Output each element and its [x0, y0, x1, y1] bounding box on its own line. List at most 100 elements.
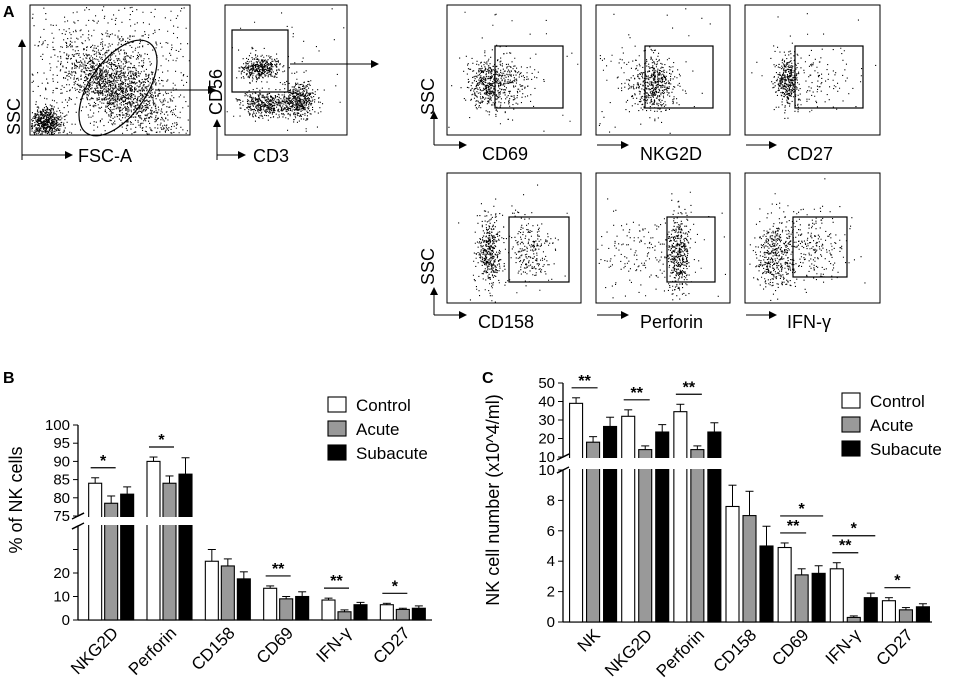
- y-tick-label: 10: [538, 449, 555, 466]
- significance-marker: *: [894, 573, 901, 590]
- bar-control: [379, 604, 394, 621]
- y-tick-label: 0: [547, 614, 555, 631]
- bar-control: [881, 600, 896, 623]
- flow-plot-2-ylabel: CD56: [206, 69, 226, 115]
- flow-plot-perforin-dots: [597, 191, 726, 301]
- x-category-label: CD27: [369, 623, 413, 667]
- flow-dot-cloud: [236, 46, 296, 84]
- x-category-label: IFN-γ: [822, 625, 865, 668]
- flow-gate-ellipse: [78, 39, 158, 137]
- flow-row-1: SSC CD69 NKG2D CD27: [418, 4, 881, 164]
- significance-marker: **: [839, 538, 852, 555]
- significance-marker: **: [330, 573, 343, 590]
- flow-dot-cloud: [38, 28, 188, 135]
- flow-row-1-ylabel: SSC: [418, 78, 438, 115]
- bar-acute: [690, 449, 705, 623]
- bar-control: [146, 460, 161, 621]
- significance-marker: **: [578, 373, 591, 390]
- y-tick-label: 75: [53, 508, 70, 525]
- bar-acute: [794, 574, 809, 623]
- flow-dot-cloud: [278, 71, 325, 130]
- bar-acute: [846, 616, 861, 623]
- x-category-label: CD27: [873, 625, 917, 669]
- flow-gate-cd158: [508, 216, 570, 283]
- axis-break-mark: [556, 466, 570, 474]
- significance-marker: *: [392, 578, 399, 595]
- bar-subacute: [411, 607, 426, 621]
- significance-marker: *: [158, 432, 165, 449]
- flow-dot-cloud: [460, 52, 518, 125]
- y-tick-label: 0: [62, 612, 70, 629]
- bar-acute: [638, 449, 653, 623]
- flow-gate-perforin: [666, 216, 716, 283]
- bar-control: [321, 599, 336, 621]
- significance-marker: **: [630, 385, 643, 402]
- y-tick-label: 90: [53, 453, 70, 470]
- flow-dot-cloud: [598, 199, 702, 297]
- bar-acute: [395, 608, 410, 621]
- axis-break-mark: [71, 522, 85, 530]
- x-category-label: CD158: [188, 623, 239, 674]
- y-tick-label: 50: [538, 375, 555, 392]
- flow-gate-nkg2d: [644, 45, 714, 109]
- significance-marker: *: [100, 453, 107, 470]
- legend-label: Subacute: [870, 440, 942, 459]
- flow-plot-nkg2d-frame: [595, 4, 731, 136]
- flow-gate-ifng: [792, 216, 848, 278]
- flow-gate-nk: [231, 29, 289, 93]
- flow-plot-cd69-dots: [448, 11, 579, 132]
- flow-marker-cd69: CD69: [482, 144, 528, 164]
- bar-control: [204, 560, 219, 621]
- panel-label-a: A: [3, 4, 15, 21]
- flow-dot-cloud: [661, 193, 696, 300]
- y-tick-label: 8: [547, 492, 555, 509]
- flow-plot-1-ylabel: SSC: [4, 98, 24, 135]
- legend-label: Acute: [356, 420, 399, 439]
- flow-plot-2-frame: [224, 4, 348, 136]
- flow-plot-ssc-fsc: SSC FSC-A: [4, 4, 191, 166]
- flow-plot-cd158-frame: [446, 172, 582, 304]
- bar-subacute: [295, 595, 310, 621]
- significance-marker: *: [799, 501, 806, 518]
- flow-plot-cd27-frame: [744, 4, 881, 136]
- flow-dot-cloud: [30, 97, 71, 135]
- significance-marker: **: [272, 561, 285, 578]
- significance-marker: *: [851, 521, 858, 538]
- axis-break-mark: [71, 512, 85, 520]
- bar-acute: [586, 441, 601, 623]
- bar-acute: [337, 611, 352, 621]
- y-tick-label: 10: [53, 589, 70, 606]
- panel-label-c: C: [482, 370, 494, 387]
- flow-marker-cd158: CD158: [478, 312, 534, 332]
- bar-subacute: [759, 545, 774, 623]
- legend-swatch-acute: [841, 416, 861, 433]
- y-tick-label: 20: [53, 565, 70, 582]
- bar-subacute: [236, 578, 251, 621]
- flow-plot-2-xlabel: CD3: [253, 146, 289, 166]
- flow-row-2: SSC CD158 Perforin IFN-γ: [418, 172, 881, 332]
- bar-control: [777, 546, 792, 623]
- y-tick-label: 6: [547, 523, 555, 540]
- legend-label: Control: [356, 396, 411, 415]
- bar-control: [569, 402, 584, 623]
- y-tick-label: 2: [547, 584, 555, 601]
- axis-break-gap: [70, 517, 434, 525]
- flow-plot-cd69-frame: [446, 4, 582, 136]
- bar-subacute: [863, 597, 878, 623]
- x-category-label: Perforin: [125, 623, 181, 679]
- x-category-label: CD69: [768, 625, 812, 669]
- flow-plot-perforin-frame: [595, 172, 731, 304]
- bar-acute: [898, 609, 913, 623]
- legend-swatch-subacute: [327, 444, 347, 461]
- chart-b-ylabel: % of NK cells: [6, 446, 26, 553]
- x-category-label: IFN-γ: [313, 623, 356, 666]
- legend-label: Acute: [870, 416, 913, 435]
- bar-acute: [742, 515, 757, 623]
- chart-c-ylabel: NK cell number (x10^4/ml): [483, 394, 503, 606]
- x-category-label: Perforin: [653, 625, 709, 681]
- legend-swatch-acute: [327, 420, 347, 437]
- legend-swatch-control: [841, 392, 861, 409]
- y-tick-label: 10: [538, 462, 555, 479]
